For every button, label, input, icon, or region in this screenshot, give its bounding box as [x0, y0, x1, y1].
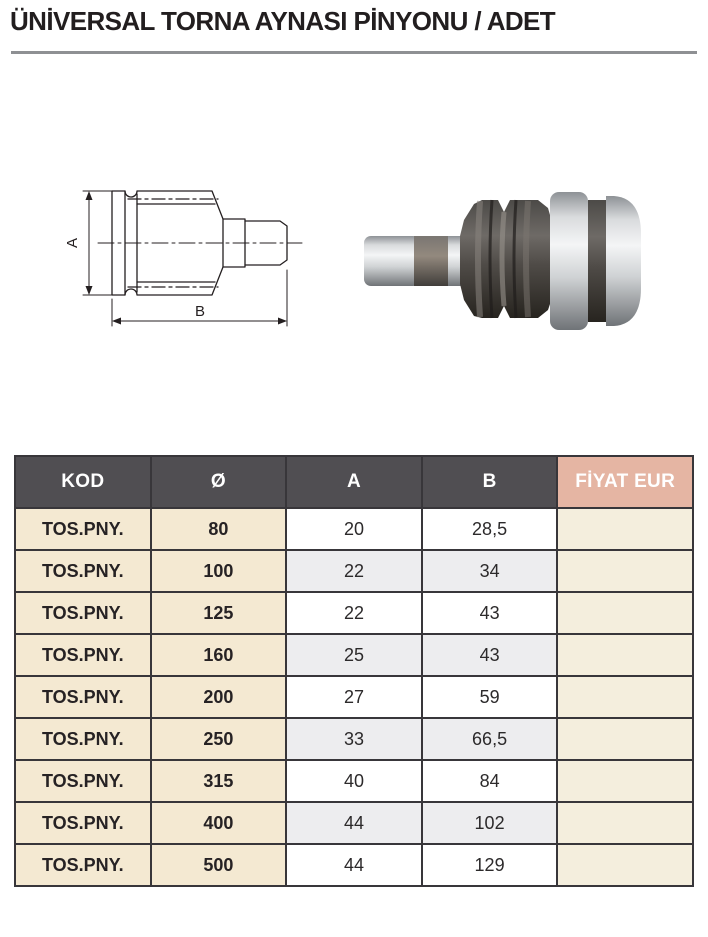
table-row: TOS.PNY. 500 44 129	[14, 843, 694, 887]
column-header-kod: KOD	[14, 455, 152, 509]
kod-cell: TOS.PNY.	[14, 633, 152, 677]
price-cell	[556, 843, 694, 887]
table-row: TOS.PNY. 100 22 34	[14, 549, 694, 593]
b-value-cell: 43	[420, 591, 559, 635]
a-value-cell: 40	[285, 759, 423, 803]
pinion-shaft	[364, 236, 420, 286]
pinion-shaft-knurl	[414, 236, 450, 286]
diameter-cell: 125	[149, 591, 288, 635]
a-value-cell: 22	[285, 549, 423, 593]
price-cell	[556, 549, 694, 593]
a-value-cell: 44	[285, 843, 423, 887]
kod-cell: TOS.PNY.	[14, 801, 152, 845]
part-outline	[111, 190, 288, 296]
diameter-cell: 315	[149, 759, 288, 803]
diameter-cell: 80	[149, 507, 288, 551]
diameter-cell: 500	[149, 843, 288, 887]
kod-cell: TOS.PNY.	[14, 843, 152, 887]
b-value-cell: 28,5	[420, 507, 559, 551]
price-cell	[556, 633, 694, 677]
a-value-cell: 27	[285, 675, 423, 719]
title-rule	[11, 51, 697, 54]
column-header-diameter: Ø	[149, 455, 288, 509]
table-row: TOS.PNY. 200 27 59	[14, 675, 694, 719]
price-cell	[556, 507, 694, 551]
diameter-cell: 200	[149, 675, 288, 719]
a-value-cell: 33	[285, 717, 423, 761]
a-value-cell: 25	[285, 633, 423, 677]
diameter-cell: 100	[149, 549, 288, 593]
b-value-cell: 34	[420, 549, 559, 593]
b-value-cell: 59	[420, 675, 559, 719]
column-header-b: B	[420, 455, 559, 509]
kod-cell: TOS.PNY.	[14, 549, 152, 593]
column-header-a: A	[285, 455, 423, 509]
price-cell	[556, 801, 694, 845]
b-value-cell: 102	[420, 801, 559, 845]
b-value-cell: 43	[420, 633, 559, 677]
kod-cell: TOS.PNY.	[14, 507, 152, 551]
a-value-cell: 20	[285, 507, 423, 551]
price-cell	[556, 591, 694, 635]
table-row: TOS.PNY. 400 44 102	[14, 801, 694, 845]
kod-cell: TOS.PNY.	[14, 591, 152, 635]
b-value-cell: 84	[420, 759, 559, 803]
column-header-price: FİYAT EUR	[556, 455, 694, 509]
spec-table: KOD Ø A B FİYAT EUR TOS.PNY. 80 20 28,5 …	[14, 455, 694, 887]
kod-cell: TOS.PNY.	[14, 759, 152, 803]
b-value-cell: 129	[420, 843, 559, 887]
technical-drawing: A B	[64, 190, 303, 327]
table-header-row: KOD Ø A B FİYAT EUR	[14, 455, 694, 509]
pinion-flange-ring	[550, 192, 588, 330]
dim-a-label: A	[64, 238, 81, 248]
table-row: TOS.PNY. 80 20 28,5	[14, 507, 694, 551]
dim-b-label: B	[195, 303, 205, 320]
table-row: TOS.PNY. 250 33 66,5	[14, 717, 694, 761]
a-value-cell: 44	[285, 801, 423, 845]
product-photo	[364, 192, 641, 330]
diameter-cell: 400	[149, 801, 288, 845]
pinion-groove	[588, 200, 606, 322]
table-row: TOS.PNY. 160 25 43	[14, 633, 694, 677]
price-cell	[556, 717, 694, 761]
pinion-end-cap	[606, 196, 641, 326]
kod-cell: TOS.PNY.	[14, 675, 152, 719]
kod-cell: TOS.PNY.	[14, 717, 152, 761]
page-title: ÜNİVERSAL TORNA AYNASI PİNYONU / ADET	[10, 6, 556, 36]
price-cell	[556, 759, 694, 803]
table-row: TOS.PNY. 315 40 84	[14, 759, 694, 803]
diameter-cell: 250	[149, 717, 288, 761]
price-cell	[556, 675, 694, 719]
diameter-cell: 160	[149, 633, 288, 677]
table-row: TOS.PNY. 125 22 43	[14, 591, 694, 635]
a-value-cell: 22	[285, 591, 423, 635]
b-value-cell: 66,5	[420, 717, 559, 761]
